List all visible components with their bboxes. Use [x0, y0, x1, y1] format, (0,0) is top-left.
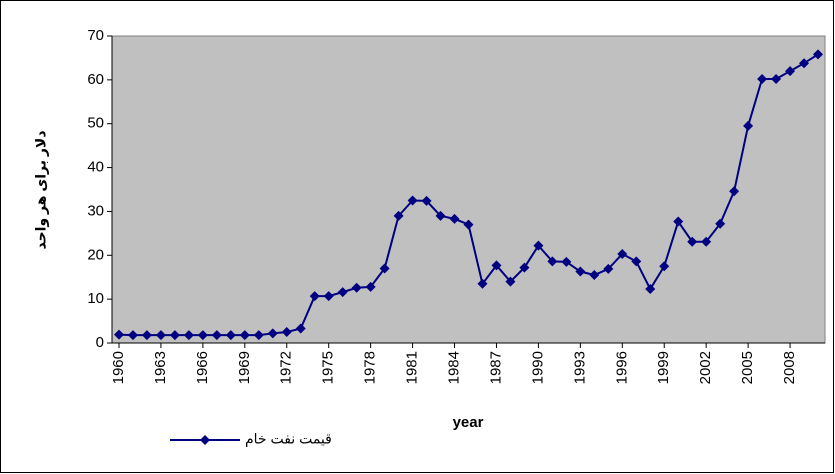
data-point — [435, 210, 446, 221]
x-tick-label: 1993 — [571, 351, 588, 384]
data-point — [421, 195, 432, 206]
y-axis-label: دلار برای هر واحد — [33, 130, 50, 249]
data-point — [183, 330, 194, 341]
data-point — [393, 210, 404, 221]
x-tick-label: 2002 — [697, 351, 714, 384]
data-point — [603, 263, 614, 274]
x-tick-label: 1975 — [320, 351, 337, 384]
x-tick-label: 1963 — [152, 351, 169, 384]
data-point — [477, 278, 488, 289]
x-tick-label: 1969 — [236, 351, 253, 384]
x-tick-label: 2005 — [739, 351, 756, 384]
data-point — [743, 120, 754, 131]
x-tick-label: 2008 — [781, 351, 798, 384]
data-point — [197, 330, 208, 341]
y-tick-label: 10 — [87, 290, 104, 307]
x-tick-label: 1987 — [487, 351, 504, 384]
y-tick-label: 0 — [96, 334, 104, 351]
data-point — [575, 266, 586, 277]
data-point — [295, 323, 306, 334]
legend-marker — [200, 435, 210, 445]
plot-area — [111, 35, 826, 344]
data-point — [519, 262, 530, 273]
y-tick-label: 50 — [87, 115, 104, 132]
x-tick-label: 1990 — [529, 351, 546, 384]
data-point — [771, 73, 782, 84]
data-point — [631, 256, 642, 267]
data-point — [715, 218, 726, 229]
legend-label: قیمت نفت خام — [245, 431, 332, 447]
data-point — [589, 270, 600, 281]
data-point — [799, 58, 810, 69]
data-point — [491, 260, 502, 271]
data-point — [337, 287, 348, 298]
data-point — [701, 236, 712, 247]
y-tick-label: 70 — [87, 27, 104, 44]
data-point — [449, 213, 460, 224]
y-tick-label: 40 — [87, 159, 104, 176]
data-point — [547, 256, 558, 267]
data-point — [505, 276, 516, 287]
x-tick-label: 1978 — [362, 351, 379, 384]
data-point — [533, 240, 544, 251]
data-point — [463, 219, 474, 230]
x-tick-label: 1960 — [110, 351, 127, 384]
data-point — [155, 330, 166, 341]
y-tick-label: 60 — [87, 71, 104, 88]
data-point — [729, 186, 740, 197]
data-point — [253, 330, 264, 341]
data-point — [813, 49, 824, 60]
data-point — [127, 330, 138, 341]
x-tick-label: 1981 — [404, 351, 421, 384]
data-point — [351, 282, 362, 293]
data-point — [785, 66, 796, 77]
data-point — [211, 330, 222, 341]
data-point — [617, 248, 628, 259]
data-point — [281, 327, 292, 338]
data-point — [169, 330, 180, 341]
data-point — [659, 261, 670, 272]
data-point — [757, 73, 768, 84]
data-point — [309, 291, 320, 302]
x-tick-label: 1996 — [613, 351, 630, 384]
data-point — [323, 291, 334, 302]
data-point — [561, 256, 572, 267]
data-point — [141, 330, 152, 341]
x-axis-label: year — [453, 414, 484, 431]
data-point — [379, 263, 390, 274]
y-tick-label: 30 — [87, 202, 104, 219]
x-tick-label: 1966 — [194, 351, 211, 384]
x-tick-label: 1972 — [278, 351, 295, 384]
data-point — [225, 330, 236, 341]
y-tick-label: 20 — [87, 246, 104, 263]
data-point — [407, 195, 418, 206]
data-point — [645, 284, 656, 295]
data-point — [673, 216, 684, 227]
data-point — [239, 330, 250, 341]
data-point — [113, 329, 124, 340]
data-point — [365, 281, 376, 292]
data-point — [687, 236, 698, 247]
x-tick-label: 1984 — [445, 351, 462, 384]
data-point — [267, 328, 278, 339]
x-tick-label: 1999 — [655, 351, 672, 384]
